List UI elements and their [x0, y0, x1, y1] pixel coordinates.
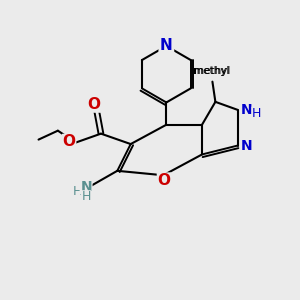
Text: N: N [160, 38, 173, 53]
Text: N: N [241, 103, 253, 117]
Text: N: N [80, 180, 92, 194]
Text: H: H [252, 107, 261, 120]
Text: N: N [241, 139, 253, 152]
Text: H: H [73, 184, 83, 197]
Text: H: H [81, 190, 91, 203]
Text: methyl: methyl [194, 66, 231, 76]
Text: O: O [158, 173, 170, 188]
Text: methyl: methyl [193, 66, 229, 76]
Text: O: O [88, 97, 100, 112]
Text: O: O [63, 134, 76, 149]
